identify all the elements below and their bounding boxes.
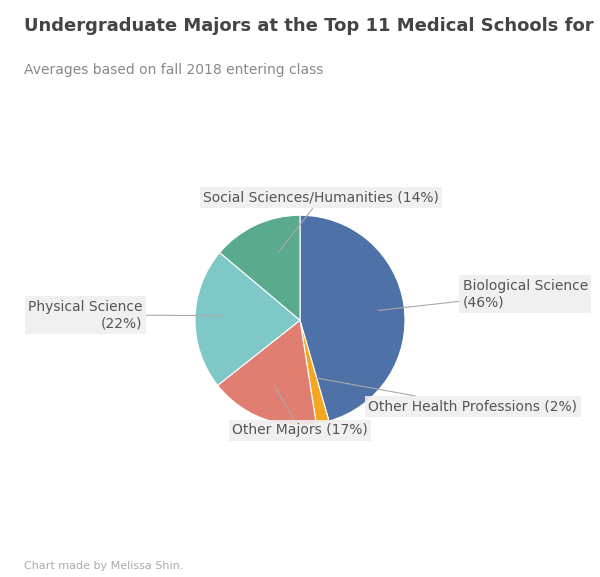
Text: Biological Science
(46%): Biological Science (46%) — [379, 279, 588, 310]
Text: Social Sciences/Humanities (14%): Social Sciences/Humanities (14%) — [203, 191, 439, 252]
Wedge shape — [195, 253, 300, 385]
Text: Averages based on fall 2018 entering class: Averages based on fall 2018 entering cla… — [24, 63, 323, 77]
Text: Undergraduate Majors at the Top 11 Medical Schools for Research: Undergraduate Majors at the Top 11 Medic… — [24, 17, 600, 35]
Wedge shape — [218, 320, 316, 425]
Wedge shape — [220, 215, 300, 320]
Text: Physical Science
(22%): Physical Science (22%) — [28, 300, 221, 330]
Wedge shape — [300, 320, 329, 424]
Wedge shape — [300, 215, 405, 421]
Text: Other Health Professions (2%): Other Health Professions (2%) — [316, 378, 577, 413]
Text: Other Majors (17%): Other Majors (17%) — [232, 388, 368, 437]
Text: Chart made by Melissa Shin.: Chart made by Melissa Shin. — [24, 561, 184, 571]
